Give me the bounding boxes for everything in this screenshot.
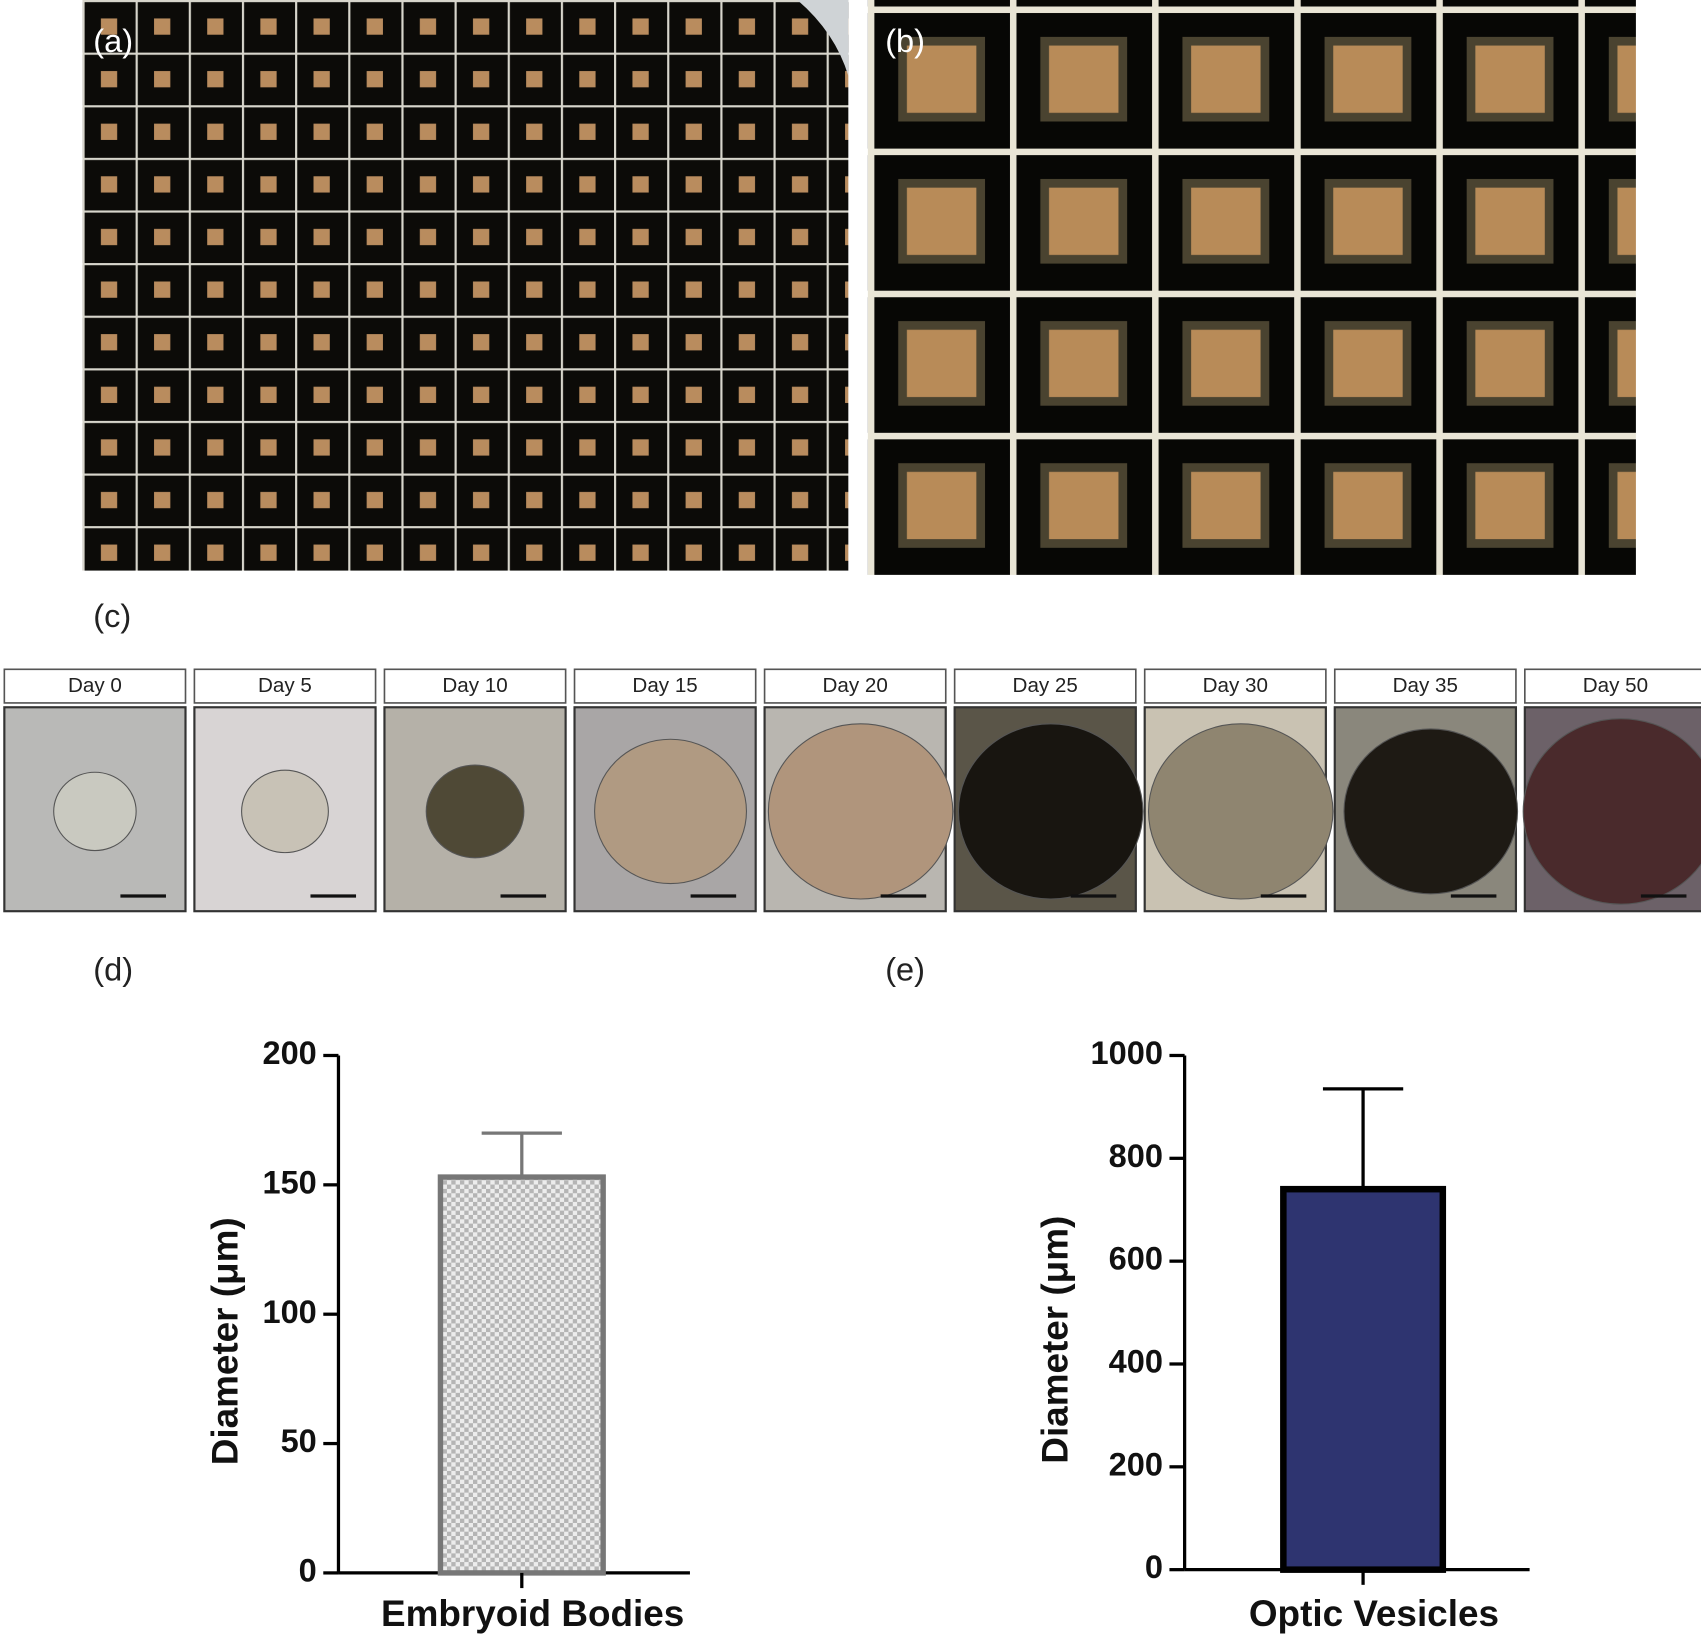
x-tick-label: Embryoid Bodies: [381, 1593, 684, 1634]
day-header: [193, 668, 377, 704]
y-axis-label: Diameter (μm): [1034, 1216, 1075, 1464]
day-header: [573, 668, 757, 704]
panel-label: (a): [93, 23, 133, 59]
day-label: Day 10: [442, 674, 507, 697]
day-header: [383, 668, 567, 704]
organoid: [53, 771, 137, 852]
day-label: Day 50: [1583, 674, 1648, 697]
panel-label: (c): [93, 598, 131, 634]
organoid: [241, 769, 329, 854]
y-tick-label: 200: [262, 1035, 316, 1071]
y-tick-label: 200: [1109, 1446, 1163, 1482]
day-label: Day 0: [68, 674, 122, 697]
y-tick-label: 0: [1145, 1549, 1163, 1585]
day-header: [1524, 668, 1701, 704]
x-tick-label: Optic Vesicles: [1249, 1593, 1499, 1634]
y-tick-label: 400: [1109, 1344, 1163, 1380]
day-label: Day 5: [258, 674, 312, 697]
day-label: Day 35: [1393, 674, 1458, 697]
organoid: [957, 723, 1144, 900]
day-header: [763, 668, 947, 704]
photo-b: [867, 0, 1636, 575]
panel-label: (e): [885, 952, 925, 988]
day-header: [953, 668, 1137, 704]
bar: [437, 1174, 606, 1576]
y-tick-label: 0: [299, 1553, 317, 1589]
time-course-strip: Day 0 Day 5 Day 10 Day 15 Day 20 Day 25 Day 30…: [3, 668, 1701, 913]
y-tick-label: 1000: [1091, 1035, 1163, 1071]
y-tick-label: 150: [262, 1164, 316, 1200]
panel-label: (b): [885, 23, 925, 59]
y-tick-label: 600: [1109, 1241, 1163, 1277]
day-header: [1143, 668, 1327, 704]
day-header: [1333, 668, 1517, 704]
organoid: [425, 764, 525, 859]
y-tick-label: 100: [262, 1294, 316, 1330]
day-label: Day 20: [823, 674, 888, 697]
photo-a-edge: [797, 0, 849, 76]
panel-label: (d): [93, 952, 133, 988]
day-label: Day 15: [632, 674, 697, 697]
organoid: [767, 723, 954, 900]
y-tick-label: 50: [281, 1423, 317, 1459]
organoid: [594, 738, 748, 885]
day-label: Day 25: [1013, 674, 1078, 697]
y-axis-label: Diameter (μm): [205, 1217, 246, 1465]
bar: [1280, 1185, 1447, 1573]
photo-a: [82, 0, 849, 571]
day-label: Day 30: [1203, 674, 1268, 697]
organoid: [1522, 718, 1701, 905]
y-tick-label: 800: [1109, 1138, 1163, 1174]
organoid: [1343, 728, 1519, 895]
day-header: [3, 668, 187, 704]
organoid: [1147, 723, 1334, 900]
